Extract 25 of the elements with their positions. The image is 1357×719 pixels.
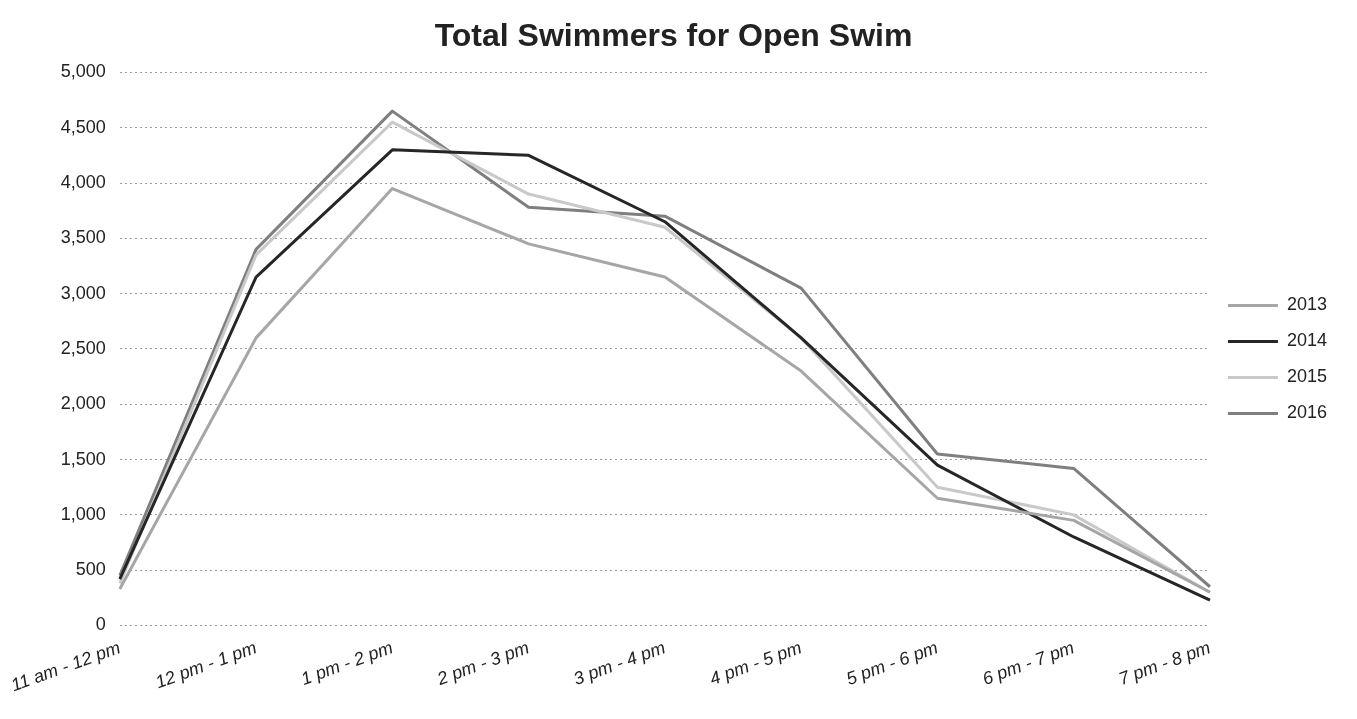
legend-label: 2013 [1286, 294, 1327, 315]
x-tick-label: 3 pm - 4 pm [570, 637, 668, 689]
y-tick-label: 2,000 [60, 393, 106, 414]
y-tick-label: 5,000 [60, 61, 106, 82]
x-tick-label: 12 pm - 1 pm [152, 637, 260, 693]
x-tick-label: 6 pm - 7 pm [979, 637, 1077, 689]
x-tick-label: 1 pm - 2 pm [298, 637, 396, 689]
y-tick-label: 500 [75, 559, 106, 580]
y-tick-label: 1,000 [60, 503, 106, 524]
y-tick-label: 3,000 [60, 282, 106, 303]
x-tick-label: 7 pm - 8 pm [1115, 637, 1214, 689]
x-tick-label: 11 am - 12 pm [8, 637, 123, 696]
y-tick-label: 2,500 [60, 337, 106, 358]
x-tick-label: 5 pm - 6 pm [843, 637, 941, 689]
y-tick-label: 1,500 [60, 448, 106, 469]
x-tick-label: 2 pm - 3 pm [433, 637, 532, 690]
x-tick-label: 4 pm - 5 pm [707, 637, 805, 689]
legend-label: 2014 [1286, 330, 1327, 351]
legend-label: 2016 [1286, 402, 1327, 423]
y-tick-label: 4,500 [60, 116, 106, 137]
chart-title: Total Swimmers for Open Swim [434, 17, 913, 54]
y-tick-label: 0 [95, 614, 106, 635]
y-tick-label: 4,000 [60, 171, 106, 192]
y-tick-label: 3,500 [60, 227, 106, 248]
legend-label: 2015 [1286, 366, 1327, 387]
